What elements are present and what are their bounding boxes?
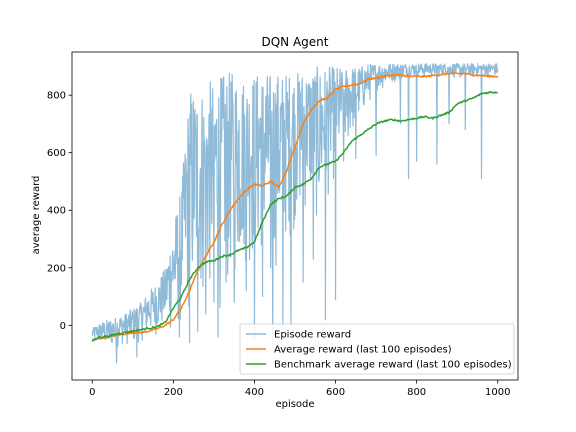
y-tick-label: 600: [47, 148, 66, 159]
legend: Episode reward Average reward (last 100 e…: [239, 323, 515, 375]
x-tick-label: 200: [164, 387, 183, 398]
legend-box: [239, 323, 515, 375]
y-tick-label: 0: [60, 321, 66, 332]
x-tick-label: 800: [407, 387, 426, 398]
axes-layer: 0 200 400 600 800 1000 0 200 400 600 800: [47, 91, 511, 398]
y-tick-label: 200: [47, 263, 66, 274]
series-line-average: [92, 71, 499, 341]
x-axis-label: episode: [275, 399, 314, 410]
x-tick-label: 1000: [485, 387, 510, 398]
x-tick-label: 600: [326, 387, 345, 398]
legend-label-benchmark: Benchmark average reward (last 100 episo…: [274, 360, 512, 371]
x-tick-label: 0: [89, 387, 95, 398]
series-line-benchmark: [91, 91, 498, 343]
legend-label-episode: Episode reward: [274, 330, 351, 341]
x-tick-label: 400: [245, 387, 264, 398]
plot-frame: [71, 51, 519, 381]
series-layer: [91, 62, 499, 364]
chart-title: DQN Agent: [262, 35, 329, 49]
y-axis-label: average reward: [31, 176, 42, 255]
series-line-episode: [91, 62, 499, 364]
y-tick-label: 800: [47, 91, 66, 102]
y-tick-label: 400: [47, 206, 66, 217]
legend-label-average: Average reward (last 100 episodes): [274, 345, 452, 356]
